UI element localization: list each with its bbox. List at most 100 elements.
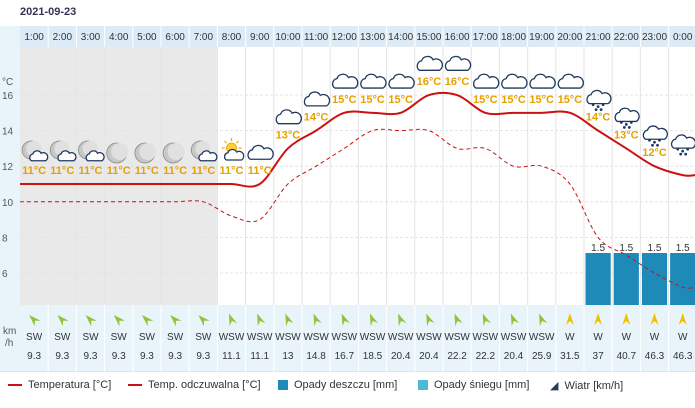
- hour-label: 11:00: [304, 32, 329, 43]
- wind-arrow-shape: [313, 313, 322, 327]
- wind-arrow-shape: [398, 313, 407, 327]
- cloud-shape: [224, 148, 245, 161]
- wind-arrow-icon: [678, 313, 687, 325]
- precip-bar: [641, 253, 668, 305]
- hour-label: 17:00: [473, 32, 498, 43]
- wind-arrow-shape: [426, 313, 435, 327]
- rain-cloud-icon: [614, 107, 640, 129]
- weather-chart: °C km /h 6 8 10 12 14 16 1:00 2:00 3:00 4:00 5:00…: [0, 26, 695, 372]
- rain-drop: [681, 149, 685, 153]
- cloud-icon: [247, 144, 274, 160]
- temperature-label: 12°C: [642, 147, 667, 159]
- cloud-shape: [444, 55, 472, 71]
- rain-drop: [591, 103, 595, 107]
- wind-speed: 14.8: [306, 351, 326, 362]
- wind-speed: 9.3: [112, 351, 126, 362]
- hour-label: 10:00: [275, 32, 300, 43]
- legend-wind: ◢ Wiatr [km/h]: [550, 379, 623, 393]
- wind-direction: W: [565, 332, 575, 343]
- sun-ray: [235, 140, 240, 144]
- rain-drop: [653, 140, 656, 144]
- wind-arrow-icon: [285, 313, 294, 327]
- cloud-icon: [472, 73, 500, 89]
- temp-unit-label: °C: [2, 77, 13, 88]
- wind-arrow-shape: [369, 313, 379, 327]
- wind-speed: 18.5: [363, 351, 383, 362]
- cloud-shape: [198, 150, 218, 162]
- hour-label: 16:00: [445, 32, 470, 43]
- y-axis-panel: [0, 26, 20, 372]
- wind-arrow-icon: [113, 315, 126, 327]
- wind-arrow-shape: [228, 313, 238, 327]
- wind-direction: WSW: [529, 332, 555, 343]
- wind-arrow-shape: [285, 313, 294, 327]
- wind-arrow-shape: [510, 313, 520, 327]
- wind-direction: W: [650, 332, 660, 343]
- wind-speed: 22.2: [476, 351, 496, 362]
- temperature-label: 11°C: [135, 165, 159, 177]
- hour-label: 2:00: [53, 32, 73, 43]
- wind-arrow-shape: [257, 313, 266, 327]
- moon-icon: [162, 142, 185, 164]
- precip-label: 1.5: [648, 243, 662, 254]
- cloud-icon: [529, 73, 556, 89]
- hour-label: 22:00: [614, 32, 639, 43]
- wind-direction: WSW: [303, 332, 329, 343]
- wind-arrow-icon: [650, 313, 659, 325]
- rain-drop: [658, 138, 661, 142]
- wind-arrow-icon: ◢: [550, 380, 559, 392]
- cloud-shape: [360, 73, 387, 89]
- wind-arrow-shape: [113, 315, 126, 327]
- rain-drop: [684, 152, 688, 156]
- wind-arrow-icon: [369, 313, 379, 327]
- precip-bar: [670, 253, 695, 305]
- moon-cloud-icon: [49, 140, 77, 162]
- wind-arrow-shape: [57, 315, 69, 327]
- moon-cloud-icon: [78, 140, 105, 162]
- temperature-label: 13°C: [276, 129, 301, 141]
- rain-drop: [601, 103, 605, 107]
- rain-drop: [656, 143, 659, 147]
- rain-drop: [651, 143, 654, 147]
- wind-direction: SW: [82, 332, 99, 343]
- wind-arrow-shape: [539, 313, 548, 327]
- wind-arrow-shape: [170, 315, 182, 327]
- temperature-label: 11°C: [220, 165, 244, 177]
- legend-rain-swatch: [278, 380, 288, 390]
- cloud-shape: [642, 125, 668, 140]
- cloud-icon: [444, 55, 472, 71]
- wind-arrow-icon: [170, 315, 182, 327]
- wind-arrow-icon: [482, 313, 491, 327]
- rain-drop: [676, 147, 680, 151]
- wind-arrow-shape: [594, 313, 603, 325]
- cloud-shape: [501, 73, 528, 89]
- cloud-shape: [586, 89, 612, 105]
- cloud-shape: [57, 150, 77, 162]
- wind-direction: WSW: [332, 332, 358, 343]
- rain-drop: [679, 152, 683, 156]
- hour-label: 18:00: [501, 32, 526, 43]
- wind-arrow-shape: [141, 315, 154, 327]
- cloud-icon: [360, 73, 387, 89]
- wind-direction: W: [622, 332, 632, 343]
- wind-unit-label-2: /h: [5, 338, 13, 349]
- temperature-label: 15°C: [332, 94, 357, 106]
- wind-direction: W: [593, 332, 603, 343]
- wind-arrow-icon: [398, 313, 407, 327]
- wind-speed: 20.4: [391, 351, 411, 362]
- wind-direction: SW: [26, 332, 43, 343]
- precip-label: 1.5: [619, 243, 633, 254]
- wind-speed: 20.4: [504, 351, 524, 362]
- wind-arrow-shape: [565, 313, 574, 325]
- y-tick-label: 14: [2, 127, 14, 138]
- wind-arrow-icon: [198, 315, 210, 327]
- wind-arrow-icon: [257, 313, 266, 327]
- forecast-date: 2021-09-23: [20, 6, 77, 18]
- y-tick-label: 8: [2, 233, 8, 244]
- legend-snow-label: Opady śniegu [mm]: [434, 379, 530, 391]
- sun-ray: [223, 140, 228, 144]
- y-tick-label: 6: [2, 269, 8, 280]
- wind-direction: WSW: [416, 332, 442, 343]
- wind-direction: WSW: [501, 332, 527, 343]
- wind-arrow-icon: [622, 313, 631, 325]
